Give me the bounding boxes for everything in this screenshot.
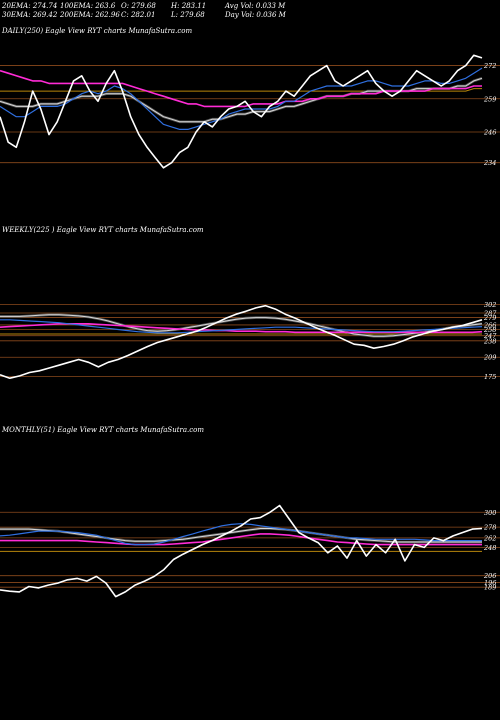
stat-close: C: 282.01 (121, 11, 156, 19)
stat-avg-vol: Avg Vol: 0.033 M (225, 2, 286, 10)
chart-panel-1: DAILY(250) Eagle View RYT charts MunafaS… (0, 27, 500, 169)
ema-mid-line (0, 528, 482, 543)
y-tick-label: 262 (483, 534, 496, 542)
stat-high: H: 283.11 (171, 2, 207, 10)
y-tick-label: 287 (483, 310, 497, 318)
chart-panel-3: MONTHLY(51) Eagle View RYT charts Munafa… (0, 426, 500, 598)
y-tick-label: 246 (483, 129, 496, 137)
y-tick-label: 189 (484, 584, 496, 592)
price-line (0, 504, 483, 598)
y-tick-label: 272 (483, 62, 496, 70)
y-tick-label: 209 (483, 354, 496, 362)
y-tick-label: 196 (484, 579, 496, 587)
ema-slow-line (0, 69, 482, 108)
stats-header: 20EMA: 274.74 100EMA: 263.6 O: 279.68 H:… (0, 0, 500, 22)
y-tick-label: 248 (483, 544, 496, 552)
y-tick-label: 247 (483, 332, 497, 340)
y-tick-label: 206 (483, 572, 496, 580)
stat-ema100: 100EMA: 263.6 (60, 2, 116, 10)
chart-title: DAILY(250) Eagle View RYT charts MunafaS… (1, 27, 192, 35)
stat-open: O: 279.68 (121, 2, 156, 10)
price-line (0, 304, 483, 380)
ema-fast-line (0, 67, 483, 130)
chart-title: WEEKLY(225 ) Eagle View RYT charts Munaf… (2, 226, 204, 234)
y-tick-label: 259 (483, 95, 496, 103)
y-tick-label: 279 (483, 314, 496, 322)
stat-ema200: 200EMA: 262.96 (60, 11, 120, 19)
stat-ema30: 30EMA: 269.42 (2, 11, 58, 19)
y-tick-label: 300 (484, 509, 496, 517)
stat-day-vol: Day Vol: 0.036 M (225, 11, 286, 19)
y-tick-label: 258 (483, 326, 496, 334)
ema-fast-line (0, 319, 483, 334)
y-tick-label: 175 (484, 373, 496, 381)
ema-fast-line (0, 523, 482, 546)
y-tick-label: 302 (484, 301, 496, 309)
ema-mid-line (0, 314, 483, 337)
ema-slow-line (0, 533, 482, 546)
stat-ema20: 20EMA: 274.74 (2, 2, 58, 10)
y-tick-label: 278 (483, 524, 496, 532)
y-tick-label: 238 (483, 337, 496, 345)
chart-title: MONTHLY(51) Eagle View RYT charts Munafa… (1, 426, 204, 434)
ema-slow-line (0, 322, 483, 334)
y-tick-label: 266 (483, 321, 496, 329)
stat-low: L: 279.68 (171, 11, 205, 19)
price-line (0, 54, 483, 169)
chart-panel-2: WEEKLY(225 ) Eagle View RYT charts Munaf… (0, 226, 500, 381)
y-tick-label: 234 (483, 159, 496, 167)
